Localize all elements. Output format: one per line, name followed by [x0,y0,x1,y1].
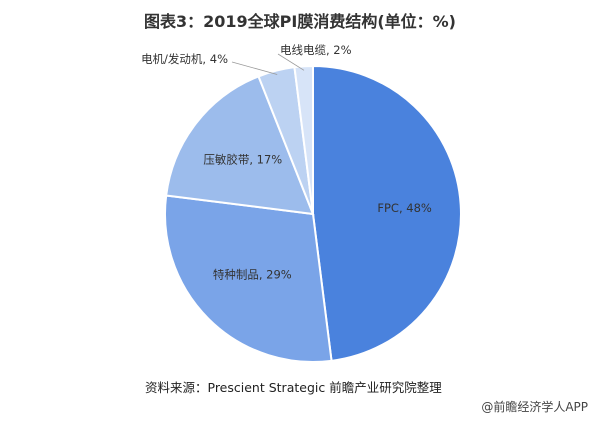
slice-label: 电机/发动机, 4% [141,52,228,66]
pie-slice [165,75,315,216]
slice-labels: FPC, 48% 特种制品, 29% 压敏胶带, 17% 电机/发动机, 4% 电线电缆… [141,43,432,282]
pie-slice [293,64,314,215]
slice-label: 压敏胶带, 17% [203,153,282,167]
pie-slice [164,194,333,363]
slice-label: 电线电缆, 2% [280,43,352,57]
leader-lines [231,53,305,75]
pie-slices [164,64,462,363]
pie-slice [312,64,462,362]
slice-label: FPC, 48% [377,201,432,215]
leader-line [231,61,278,75]
source-note: 资料来源：Prescient Strategic 前瞻产业研究院整理 [145,380,442,395]
chart-title: 图表3：2019全球PI膜消费结构(单位：%) [143,12,456,31]
leader-line [277,53,305,71]
footer-credit: @前瞻经济学人APP [481,400,588,414]
slice-label: 特种制品, 29% [213,268,292,282]
